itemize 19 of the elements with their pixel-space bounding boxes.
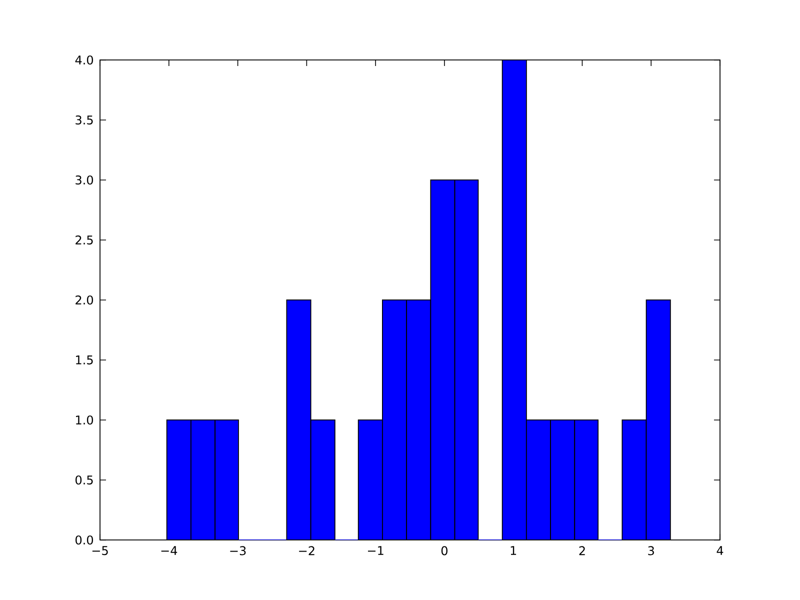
y-tick-label: 1.5 [76,356,93,364]
x-tick-label: 3 [648,546,654,556]
x-tick-label: −5 [92,546,108,556]
y-tick-label: 2.0 [76,295,94,305]
x-tick-label: −4 [161,546,178,555]
x-tick-label: −3 [230,546,246,556]
y-tick-label: 1.0 [76,415,94,425]
x-tick-label: 2 [579,546,585,556]
x-tick-label: 1 [510,546,516,555]
x-tick-label: −1 [368,546,384,555]
y-tick-label: 0.0 [76,535,94,545]
y-tick-label: 0.5 [76,475,93,485]
x-tick-label: 4 [716,546,724,555]
x-tick-label: 0 [441,546,448,556]
y-tick-label: 4.0 [75,55,94,65]
x-tick-label: −2 [299,546,314,556]
y-tick-label: 3.0 [76,175,94,185]
y-tick-label: 2.5 [76,235,93,245]
y-tick-label: 3.5 [76,115,93,125]
